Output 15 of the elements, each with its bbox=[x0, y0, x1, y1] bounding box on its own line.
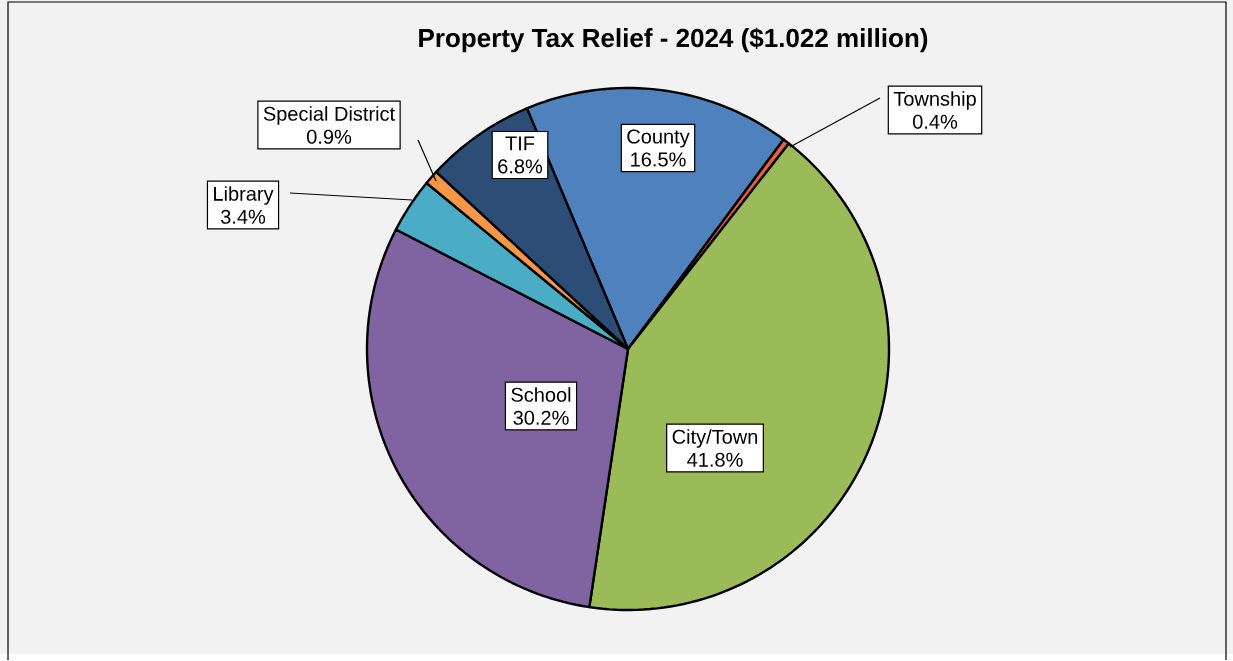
slice-label: School bbox=[511, 387, 571, 403]
data-label: 6.8% bbox=[498, 159, 543, 174]
slice-label: TIF bbox=[505, 136, 535, 151]
slice-label: County bbox=[627, 129, 690, 148]
chart-title: Property Tax Relief - 2024 ($1.022 million) bbox=[419, 27, 928, 53]
slice-label: Township bbox=[893, 91, 976, 110]
data-label: 30.2% bbox=[513, 410, 569, 426]
data-label: 16.5% bbox=[631, 152, 686, 167]
slice-label: Special District bbox=[263, 106, 395, 125]
data-label: 3.4% bbox=[220, 209, 266, 225]
slice-label: Library bbox=[214, 186, 274, 205]
slice-label: City/Town bbox=[672, 429, 758, 448]
data-label: 0.4% bbox=[912, 114, 958, 130]
data-label: 0.9% bbox=[307, 129, 352, 145]
data-label: 41.8% bbox=[687, 452, 743, 468]
